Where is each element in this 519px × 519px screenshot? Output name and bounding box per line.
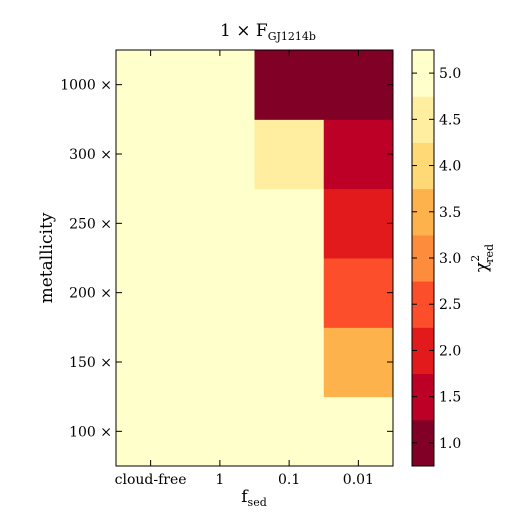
colorbar-label-subscript: red: [483, 244, 496, 263]
heatmap-cell: [116, 119, 186, 190]
y-tick-label: 150 ×: [69, 355, 112, 371]
heatmap-cell: [254, 50, 325, 120]
colorbar-bin: [412, 234, 434, 282]
heatmap-cell: [254, 327, 325, 398]
y-axis-label: metallicity: [37, 212, 57, 303]
heatmap-cell: [323, 50, 394, 120]
colorbar-tick-label: 3.0: [439, 251, 461, 267]
colorbar-tick-label: 5.0: [439, 66, 461, 82]
colorbar-bin: [412, 281, 434, 328]
svg-text:fsed: fsed: [241, 487, 267, 509]
y-tick-label: 200 ×: [69, 286, 112, 302]
heatmap-cell: [185, 50, 255, 120]
x-axis-label-subscript: sed: [248, 496, 267, 509]
svg-text:χ2red: χ2red: [469, 244, 496, 272]
colorbar-bin: [412, 373, 434, 421]
colorbar-tick-label: 3.5: [439, 205, 461, 221]
x-tick-label: 0.01: [343, 472, 374, 488]
heatmap-cell: [116, 188, 186, 259]
colorbar-ticks: 1.0 1.5 2.0 2.5 3.0 3.5 4.0 4.5 5.0: [412, 66, 461, 452]
heatmap-cell: [323, 396, 394, 467]
colorbar-bin: [412, 142, 434, 190]
heatmap-cell: [254, 188, 325, 259]
heatmap-cell: [185, 119, 255, 190]
heatmap-cell: [254, 119, 325, 190]
heatmap-cell: [254, 396, 325, 467]
heatmap-cell: [116, 50, 186, 120]
colorbar-tick-label: 1.5: [439, 390, 461, 406]
y-tick-label: 1000 ×: [60, 78, 112, 94]
chart-title: 1 × FGJ1214b: [220, 21, 316, 43]
chart-title-main: 1 × F: [220, 21, 268, 41]
heatmap-cell: [116, 258, 186, 328]
heatmap-cell: [254, 258, 325, 328]
colorbar-label: χ2red: [469, 244, 496, 272]
y-axis-ticks: 100 × 150 × 200 × 250 × 300 × 1000 ×: [60, 78, 393, 440]
x-axis-ticks: cloud-free 1 0.1 0.01: [115, 50, 374, 488]
colorbar: [412, 50, 434, 467]
heatmap-cell: [116, 327, 186, 398]
heatmap-cell: [323, 119, 394, 190]
colorbar-bin: [412, 96, 434, 143]
heatmap-cell: [185, 327, 255, 398]
colorbar-label-main: χ: [472, 262, 492, 272]
x-tick-label: cloud-free: [115, 472, 187, 488]
colorbar-bin: [412, 327, 434, 375]
colorbar-tick-label: 4.0: [439, 159, 461, 175]
colorbar-label-superscript: 2: [469, 255, 482, 262]
x-tick-label: 1: [215, 472, 224, 488]
y-tick-label: 300 ×: [69, 147, 112, 163]
heatmap-cell: [323, 258, 394, 328]
heatmap-cell: [185, 396, 255, 467]
heatmap-cell: [116, 396, 186, 467]
colorbar-bin: [412, 419, 434, 467]
y-tick-label: 250 ×: [69, 216, 112, 232]
plot-frame: [115, 49, 394, 467]
heatmap-cell: [185, 258, 255, 328]
svg-text:1 × FGJ1214b: 1 × FGJ1214b: [220, 21, 316, 43]
heatmap-cell: [185, 188, 255, 259]
colorbar-tick-label: 1.0: [439, 436, 461, 452]
y-tick-label: 100 ×: [69, 424, 112, 440]
x-axis-label-main: f: [241, 487, 249, 507]
x-tick-label: 0.1: [278, 472, 300, 488]
colorbar-bin: [412, 188, 434, 236]
colorbar-bin: [412, 50, 434, 97]
colorbar-tick-label: 2.5: [439, 297, 461, 313]
x-axis-label: fsed: [241, 487, 267, 509]
colorbar-tick-label: 2.0: [439, 343, 461, 359]
chart-title-subscript: GJ1214b: [268, 30, 316, 43]
heatmap-cell: [323, 327, 394, 398]
heatmap-cells: [116, 50, 394, 467]
colorbar-tick-label: 4.5: [439, 112, 461, 128]
heatmap-cell: [323, 188, 394, 259]
